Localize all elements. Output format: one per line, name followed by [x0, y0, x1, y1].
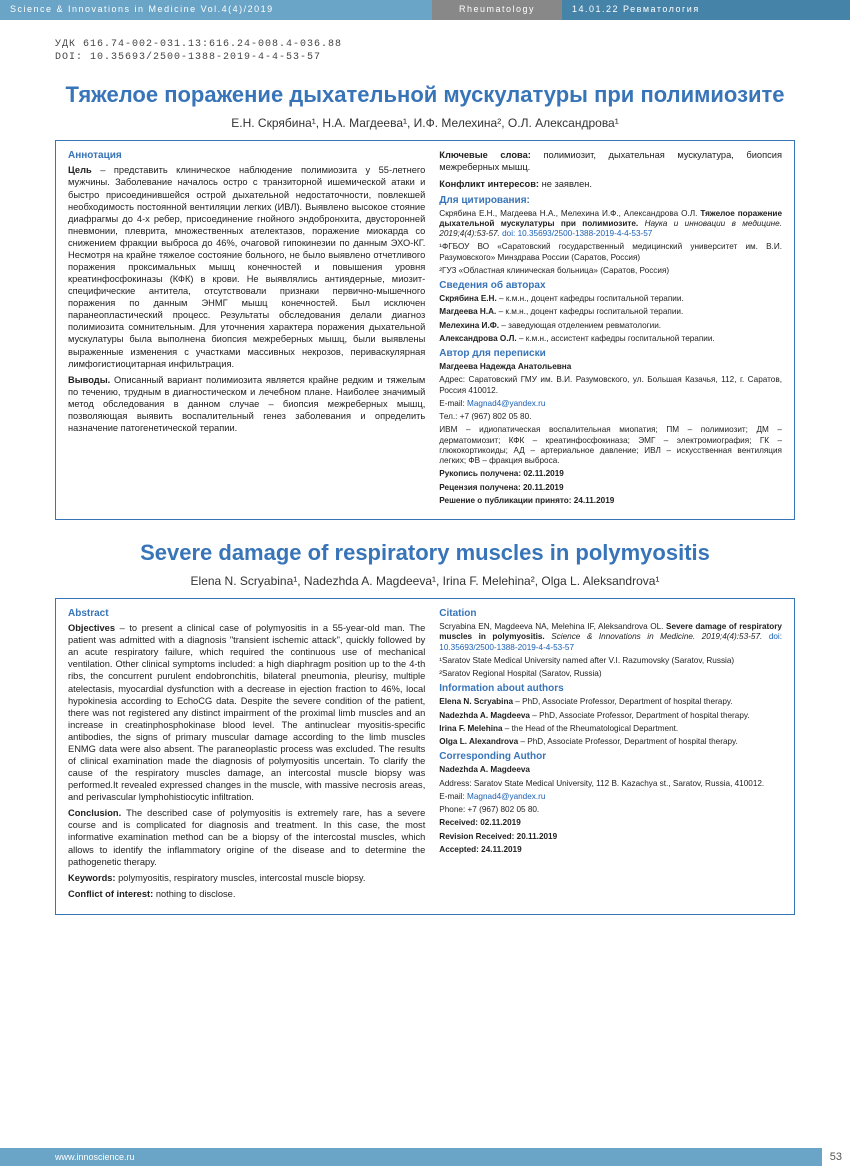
abstract-col-left-en: Abstract Objectives – to present a clini… — [68, 607, 425, 904]
objectives-label: Objectives — [68, 623, 115, 633]
keywords-label-en: Keywords: — [68, 873, 116, 883]
affil1-ru: ¹ФГБОУ ВО «Саратовский государственный м… — [439, 242, 782, 263]
header-section: Rheumatology — [432, 0, 562, 20]
udk-block: УДК 616.74-002-031.13:616.24-008.4-036.8… — [55, 38, 795, 64]
running-footer: www.innoscience.ru 53 — [0, 1148, 850, 1166]
author2-en: Nadezhda A. Magdeeva – PhD, Associate Pr… — [439, 711, 782, 721]
received-en: Received: 02.11.2019 — [439, 818, 782, 828]
conflict-text-en: nothing to disclose. — [153, 889, 235, 899]
author2-ru: Магдеева Н.А. – к.м.н., доцент кафедры г… — [439, 307, 782, 317]
authors-info-heading-ru: Сведения об авторах — [439, 279, 782, 292]
corr-email-en: E-mail: Magnad4@yandex.ru — [439, 792, 782, 802]
objectives-paragraph: Objectives – to present a clinical case … — [68, 622, 425, 803]
abstract-col-left-ru: Аннотация Цель – представить клиническое… — [68, 149, 425, 509]
article-title-en: Severe damage of respiratory muscles in … — [55, 540, 795, 566]
conclusion-label-ru: Выводы. — [68, 375, 110, 385]
author1-ru: Скрябина Е.Н. – к.м.н., доцент кафедры г… — [439, 294, 782, 304]
authors-en: Elena N. Scryabina¹, Nadezhda A. Magdeev… — [55, 574, 795, 588]
corr-address-en: Address: Saratov State Medical Universit… — [439, 779, 782, 789]
corresponding-heading-ru: Автор для переписки — [439, 347, 782, 360]
corr-name-en: Nadezhda A. Magdeeva — [439, 765, 782, 775]
corr-tel-ru: Тел.: +7 (967) 802 05 80. — [439, 412, 782, 422]
accepted-ru: Решение о публикации принято: 24.11.2019 — [439, 496, 782, 506]
revised-en: Revision Received: 20.11.2019 — [439, 832, 782, 842]
email-link-en[interactable]: Magnad4@yandex.ru — [467, 792, 545, 801]
content: УДК 616.74-002-031.13:616.24-008.4-036.8… — [0, 20, 850, 915]
keywords-ru: Ключевые слова: полимиозит, дыхательная … — [439, 149, 782, 173]
abstract-heading-en: Abstract — [68, 607, 425, 620]
cite-authors-en: Scryabina EN, Magdeeva NA, Melehina IF, … — [439, 622, 663, 631]
article-title-ru: Тяжелое поражение дыхательной мускулатур… — [55, 82, 795, 108]
author4-ru: Александрова О.Л. – к.м.н., ассистент ка… — [439, 334, 782, 344]
abstract-col-right-en: Citation Scryabina EN, Magdeeva NA, Mele… — [439, 607, 782, 904]
cite-journal-en: Science & Innovations in Medicine. 2019;… — [551, 632, 762, 641]
abstract-col-right-ru: Ключевые слова: полимиозит, дыхательная … — [439, 149, 782, 509]
corr-tel-en: Phone: +7 (967) 802 05 80. — [439, 805, 782, 815]
conclusion-label-en: Conclusion. — [68, 808, 121, 818]
affil2-en: ²Saratov Regional Hospital (Saratov, Rus… — [439, 669, 782, 679]
corresponding-heading-en: Corresponding Author — [439, 750, 782, 763]
revised-ru: Рецензия получена: 20.11.2019 — [439, 483, 782, 493]
citation-heading-ru: Для цитирования: — [439, 194, 782, 207]
conclusion-text-en: The described case of polymyositis is ex… — [68, 808, 425, 866]
header-journal: Science & Innovations in Medicine Vol.4(… — [0, 0, 432, 20]
doi-code: DOI: 10.35693/2500-1388-2019-4-4-53-57 — [55, 51, 795, 64]
citation-heading-en: Citation — [439, 607, 782, 620]
accepted-en: Accepted: 24.11.2019 — [439, 845, 782, 855]
running-header: Science & Innovations in Medicine Vol.4(… — [0, 0, 850, 20]
affil1-en: ¹Saratov State Medical University named … — [439, 656, 782, 666]
udk-code: УДК 616.74-002-031.13:616.24-008.4-036.8… — [55, 38, 795, 51]
received-ru: Рукопись получена: 02.11.2019 — [439, 469, 782, 479]
conflict-en: Conflict of interest: nothing to disclos… — [68, 888, 425, 900]
conflict-label-ru: Конфликт интересов: — [439, 179, 539, 189]
goal-text: – представить клиническое наблюдение пол… — [68, 165, 425, 368]
abstract-box-ru: Аннотация Цель – представить клиническое… — [55, 140, 795, 520]
cite-doi-ru[interactable]: doi: 10.35693/2500-1388-2019-4-4-53-57 — [502, 229, 652, 238]
page: Science & Innovations in Medicine Vol.4(… — [0, 0, 850, 1166]
cite-authors-ru: Скрябина Е.Н., Магдеева Н.А., Мелехина И… — [439, 209, 697, 218]
abbreviations-ru: ИВМ – идиопатическая воспалительная миоп… — [439, 425, 782, 466]
author3-ru: Мелехина И.Ф. – заведующая отделением ре… — [439, 321, 782, 331]
citation-en: Scryabina EN, Magdeeva NA, Melehina IF, … — [439, 622, 782, 653]
corr-email-ru: E-mail: Magnad4@yandex.ru — [439, 399, 782, 409]
abstract-box-en: Abstract Objectives – to present a clini… — [55, 598, 795, 915]
conclusion-text-ru: Описанный вариант полимиозита является к… — [68, 375, 425, 433]
conclusion-paragraph-en: Conclusion. The described case of polymy… — [68, 807, 425, 867]
page-number: 53 — [822, 1148, 850, 1166]
author1-en: Elena N. Scryabina – PhD, Associate Prof… — [439, 697, 782, 707]
affil2-ru: ²ГУЗ «Областная клиническая больница» (С… — [439, 266, 782, 276]
author4-en: Olga L. Alexandrova – PhD, Associate Pro… — [439, 737, 782, 747]
footer-url[interactable]: www.innoscience.ru — [55, 1152, 135, 1162]
keywords-label-ru: Ключевые слова: — [439, 150, 531, 160]
authors-info-heading-en: Information about authors — [439, 682, 782, 695]
conflict-ru: Конфликт интересов: не заявлен. — [439, 178, 782, 190]
objectives-text: – to present a clinical case of polymyos… — [68, 623, 425, 802]
author3-en: Irina F. Melehina – the Head of the Rheu… — [439, 724, 782, 734]
corr-address-ru: Адрес: Саратовский ГМУ им. В.И. Разумовс… — [439, 375, 782, 396]
authors-ru: Е.Н. Скрябина¹, Н.А. Магдеева¹, И.Ф. Мел… — [55, 116, 795, 130]
goal-label: Цель — [68, 165, 92, 175]
citation-ru: Скрябина Е.Н., Магдеева Н.А., Мелехина И… — [439, 209, 782, 240]
keywords-text-en: polymyositis, respiratory muscles, inter… — [116, 873, 366, 883]
corr-name-ru: Магдеева Надежда Анатольевна — [439, 362, 782, 372]
goal-paragraph: Цель – представить клиническое наблюдени… — [68, 164, 425, 369]
header-section-ru: 14.01.22 Ревматология — [562, 0, 850, 20]
email-link-ru[interactable]: Magnad4@yandex.ru — [467, 399, 545, 408]
conflict-text-ru: не заявлен. — [539, 179, 592, 189]
conclusion-paragraph-ru: Выводы. Описанный вариант полимиозита яв… — [68, 374, 425, 434]
conflict-label-en: Conflict of interest: — [68, 889, 153, 899]
abstract-heading-ru: Аннотация — [68, 149, 425, 162]
keywords-en: Keywords: polymyositis, respiratory musc… — [68, 872, 425, 884]
